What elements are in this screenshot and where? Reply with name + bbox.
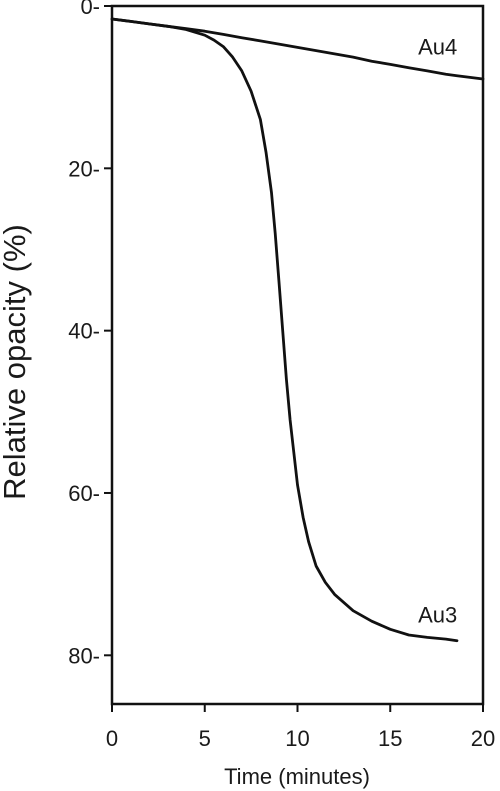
series-labels: Au4 Au3 xyxy=(418,35,457,628)
x-axis-title: Time (minutes) xyxy=(224,764,370,789)
y-axis-title: Relative opacity (%) xyxy=(0,224,32,500)
x-tick-label-10: 10 xyxy=(285,726,309,751)
y-axis: 0- 20- 40- 60- 80- xyxy=(68,0,112,668)
y-tick-label-60: 60- xyxy=(68,481,100,506)
x-tick-label-20: 20 xyxy=(471,726,495,751)
y-tick-label-80: 80- xyxy=(68,643,100,668)
x-axis: 0 5 10 15 20 xyxy=(106,704,495,751)
x-tick-label-0: 0 xyxy=(106,726,118,751)
series-layer xyxy=(110,17,485,643)
x-tick-label-15: 15 xyxy=(378,726,402,751)
y-tick-label-40: 40- xyxy=(68,319,100,344)
y-tick-label-20: 20- xyxy=(68,156,100,181)
x-tick-label-5: 5 xyxy=(199,726,211,751)
y-tick-label-0: 0- xyxy=(80,0,100,19)
plot-frame xyxy=(110,4,485,706)
series-label-au3: Au3 xyxy=(418,603,457,628)
series-line-au3 xyxy=(110,17,459,643)
series-label-au4: Au4 xyxy=(418,35,457,60)
